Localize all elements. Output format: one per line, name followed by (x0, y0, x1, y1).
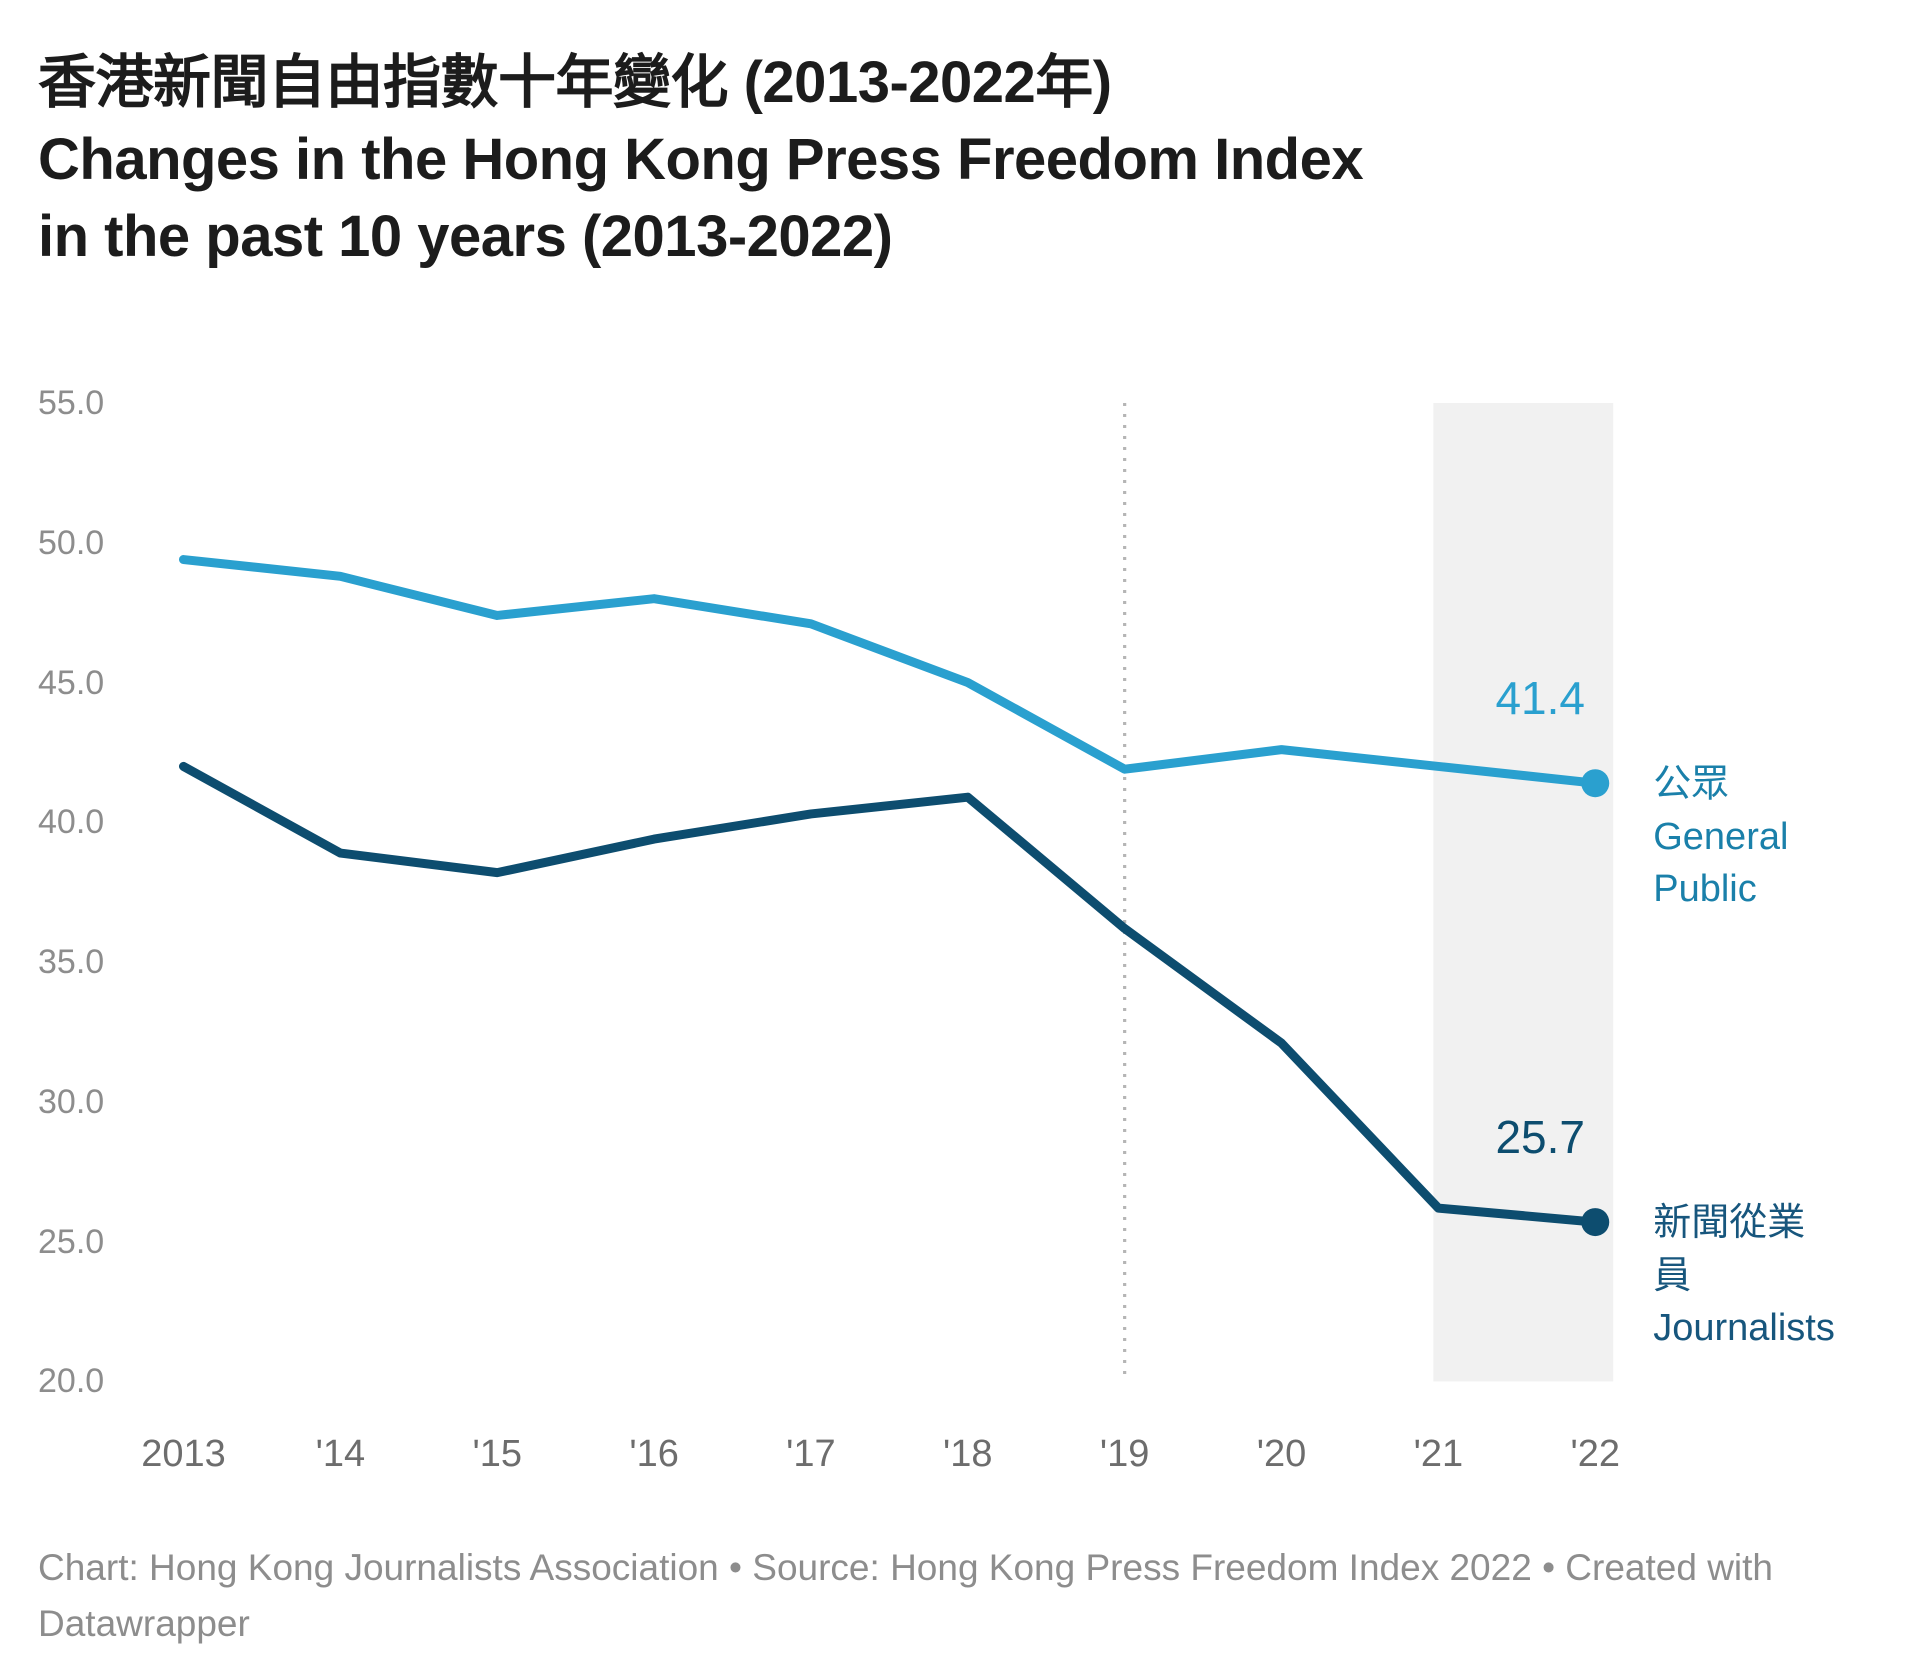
line-chart-plot (179, 403, 1614, 1382)
x-tick-label: 2013 (141, 1433, 226, 1475)
attribution-footer: Chart: Hong Kong Journalists Association… (38, 1547, 1774, 1644)
general-public-line (179, 555, 1600, 788)
x-tick-label: '18 (943, 1433, 993, 1475)
highlight-band-2021-2022 (1433, 403, 1614, 1382)
general-public-series-label: 公眾 General Public (1653, 763, 1789, 911)
y-tick-label: 55.0 (38, 384, 105, 422)
x-tick-label: '19 (1099, 1433, 1150, 1475)
journalists-end-dot (1581, 1208, 1610, 1237)
x-tick-label: '15 (472, 1433, 522, 1475)
chart-title: 香港新聞自由指數十年變化 (2013-2022年) Changes in the… (38, 44, 1878, 275)
y-tick-label: 25.0 (38, 1222, 105, 1261)
x-tick-label: '16 (629, 1433, 679, 1475)
chart-title-zh: 香港新聞自由指數十年變化 (2013-2022年) (38, 50, 1112, 115)
y-tick-label: 35.0 (38, 943, 105, 982)
x-tick-label: '21 (1413, 1433, 1464, 1475)
y-tick-label: 40.0 (38, 803, 105, 842)
journalists-series-label: 新聞從業員 Journalists (1653, 1202, 1835, 1349)
general-public-value-label: 41.4 (1495, 672, 1585, 725)
x-tick-label: '17 (786, 1433, 836, 1475)
y-tick-label: 20.0 (38, 1362, 105, 1401)
x-tick-label: '14 (315, 1433, 366, 1475)
journalists-line (179, 761, 1600, 1227)
x-tick-label: '20 (1256, 1433, 1307, 1475)
general-public-end-dot (1581, 769, 1610, 798)
chart-title-en-line2: in the past 10 years (2013-2022) (38, 204, 893, 270)
y-tick-label: 50.0 (38, 523, 105, 562)
y-tick-label: 45.0 (38, 663, 105, 702)
x-tick-label: '22 (1570, 1433, 1620, 1475)
journalists-value-label: 25.7 (1495, 1111, 1585, 1164)
chart-title-en-line1: Changes in the Hong Kong Press Freedom I… (38, 127, 1364, 193)
y-tick-label: 30.0 (38, 1082, 105, 1121)
